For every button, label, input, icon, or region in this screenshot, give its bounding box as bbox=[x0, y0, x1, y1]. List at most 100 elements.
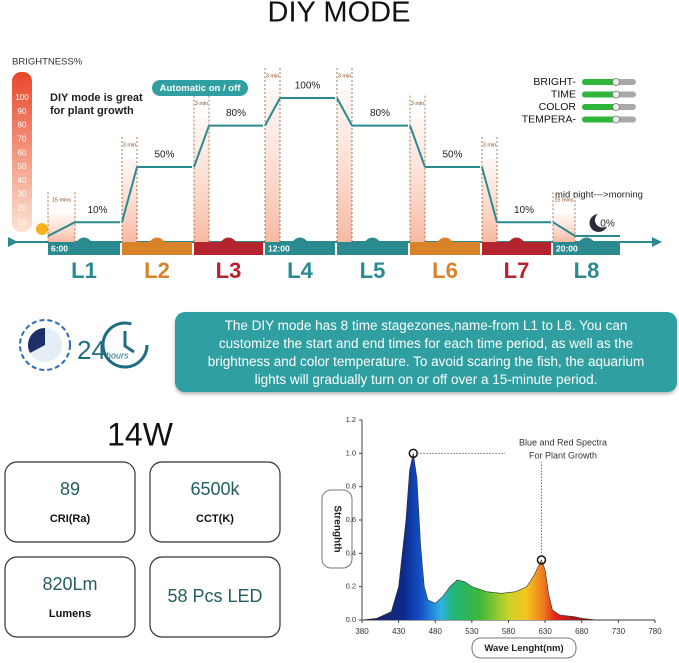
ramp-label: 3 min bbox=[411, 101, 424, 107]
y-tick-label: 1.2 bbox=[346, 415, 356, 424]
ramp-label: 3 min bbox=[123, 142, 136, 148]
ramp-line bbox=[409, 125, 426, 168]
stage-bar bbox=[482, 242, 551, 255]
slider-fill bbox=[582, 116, 616, 123]
ramp-line bbox=[481, 166, 498, 223]
spec-value: 89 bbox=[60, 479, 80, 499]
setting-label: COLOR bbox=[539, 101, 577, 113]
level-label: 50% bbox=[442, 150, 462, 161]
spectrum-ylabel: Strenghth bbox=[331, 505, 342, 552]
brightness-tick-label: 100 bbox=[15, 93, 29, 102]
x-tick-label: 730 bbox=[612, 627, 626, 636]
ramp-label: 3 min bbox=[483, 142, 496, 148]
x-tick-label: 380 bbox=[355, 627, 369, 636]
spec-card bbox=[149, 556, 281, 638]
level-label: 10% bbox=[514, 205, 534, 216]
slider-fill bbox=[582, 79, 616, 85]
slider-knob bbox=[612, 78, 620, 86]
brightness-axis-label: BRIGHTNESS% bbox=[12, 57, 83, 68]
ylabel-box bbox=[321, 489, 353, 569]
x-tick-label: 530 bbox=[465, 627, 479, 636]
spec-label: CRI(Ra) bbox=[50, 513, 91, 525]
y-tick-label: 0.2 bbox=[346, 582, 356, 591]
spec-value: 820Lm bbox=[42, 574, 97, 594]
slider-knob bbox=[612, 115, 620, 124]
y-tick-label: 1.0 bbox=[346, 448, 356, 457]
stage-name: L4 bbox=[287, 258, 313, 283]
brightness-tick-label: 50 bbox=[18, 162, 27, 171]
spec-label: CCT(K) bbox=[196, 513, 234, 525]
clock-hands bbox=[123, 331, 135, 354]
night-note: mid night--->morning bbox=[555, 190, 643, 201]
cycle-icon-night bbox=[27, 328, 45, 353]
stage-wave bbox=[220, 237, 237, 242]
stage-bar bbox=[194, 242, 263, 255]
stage-name: L8 bbox=[574, 258, 600, 283]
ramp-label: 3 min bbox=[338, 73, 351, 79]
description: The DIY mode has 8 time stagezones,name-… bbox=[175, 312, 677, 392]
x-tick-label: 580 bbox=[502, 627, 516, 636]
stage-name: L7 bbox=[504, 258, 530, 283]
ramp-line bbox=[121, 166, 138, 223]
spectrum-xlabel: Wave Lenght(nm) bbox=[484, 643, 563, 654]
spectrum-annotation: For Plant Growth bbox=[529, 450, 597, 460]
spectrum-line bbox=[361, 453, 655, 621]
spec-label: Lumens bbox=[49, 608, 91, 620]
ramp-label: 3 min bbox=[195, 101, 208, 107]
setting-label: TIME bbox=[551, 88, 576, 100]
ramp-zone bbox=[410, 117, 425, 242]
ramp-line bbox=[264, 97, 281, 127]
ramp-line bbox=[552, 221, 576, 237]
y-tick-label: 0.6 bbox=[346, 515, 356, 524]
spectrum-annotation: Blue and Red Spectra bbox=[519, 437, 607, 447]
level-label: 100% bbox=[295, 81, 321, 92]
slider-fill bbox=[582, 91, 616, 98]
spec-value: 58 Pcs LED bbox=[167, 586, 262, 606]
note-line: DIY mode is great bbox=[50, 92, 143, 104]
stage-wave bbox=[292, 237, 308, 242]
y-tick-label: 0.0 bbox=[346, 615, 356, 624]
stage-name: L5 bbox=[360, 258, 386, 283]
time-label: 6:00 bbox=[51, 243, 68, 253]
ramp-label: 15 mins bbox=[554, 198, 574, 204]
ramp-label: 15 mins bbox=[52, 198, 72, 204]
stage-wave bbox=[149, 237, 165, 242]
description-line: brightness and color temperature. To avo… bbox=[207, 354, 645, 369]
ramp-zone bbox=[122, 159, 137, 242]
slider-fill bbox=[582, 104, 616, 110]
clock-icon bbox=[101, 321, 149, 369]
cycle-unit: hours bbox=[106, 350, 129, 360]
stage-bar bbox=[410, 242, 480, 255]
stage-bar bbox=[122, 242, 192, 255]
auto-badge-bg bbox=[152, 80, 248, 96]
x-tick-label: 480 bbox=[429, 627, 443, 636]
spec-value: 6500k bbox=[190, 479, 240, 499]
stage-bar bbox=[553, 242, 620, 255]
level-label: 10% bbox=[87, 205, 107, 216]
level-label: 50% bbox=[154, 150, 174, 161]
ramp-zone bbox=[194, 117, 209, 242]
power: 14W bbox=[107, 416, 174, 452]
cycle-icon bbox=[19, 319, 71, 371]
stage-bar bbox=[337, 242, 408, 255]
brightness-tick-label: 30 bbox=[18, 190, 27, 199]
description-line: The DIY mode has 8 time stagezones,name-… bbox=[224, 318, 628, 333]
x-tick-label: 680 bbox=[575, 627, 589, 636]
brightness-tick-label: 90 bbox=[18, 107, 27, 116]
setting-label: TEMPERA- bbox=[522, 113, 577, 125]
ramp-line bbox=[47, 221, 76, 237]
y-tick-label: 0.8 bbox=[346, 482, 356, 491]
ramp-zone bbox=[482, 159, 497, 242]
time-label: 12:00 bbox=[268, 243, 290, 253]
spec-card bbox=[4, 461, 136, 543]
x-tick-label: 780 bbox=[648, 627, 662, 636]
level-label: 0% bbox=[600, 219, 615, 230]
brightness-tick-label: 60 bbox=[18, 148, 27, 157]
stage-wave bbox=[508, 237, 525, 242]
setting-label: BRIGHT- bbox=[533, 76, 576, 88]
stage-name: L6 bbox=[432, 258, 458, 283]
auto-badge: Automatic on / off bbox=[160, 83, 242, 94]
ramp-zone bbox=[265, 90, 280, 242]
